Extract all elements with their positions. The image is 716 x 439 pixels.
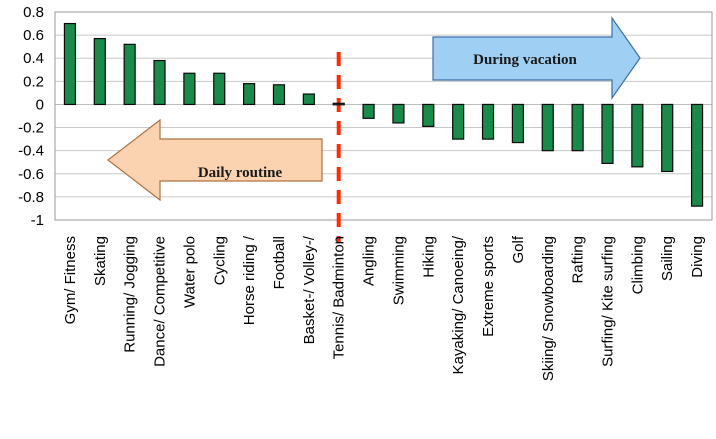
x-category-label: Water polo <box>181 236 198 308</box>
x-category-label: Surfing/ Kite surfing <box>599 236 616 367</box>
y-tick-label: 0.6 <box>23 27 44 44</box>
bar-diving <box>690 103 704 207</box>
x-category-label: Climbing <box>629 236 646 294</box>
bar-kayaking-canoeing <box>452 103 465 140</box>
x-category-label: Diving <box>689 236 706 278</box>
bar-dance-competitive <box>153 59 166 106</box>
x-category-label: Football <box>271 236 288 289</box>
bar-tennis-badminton <box>332 102 345 106</box>
x-category-label: Running/ Jogging <box>122 236 139 353</box>
x-category-label: Basket-/ Volley-/ <box>301 235 318 344</box>
x-category-label: Skating <box>92 236 109 286</box>
daily-routine-arrow: Daily routine <box>107 118 323 202</box>
bar-angling <box>362 103 375 119</box>
bar-climbing <box>631 103 644 168</box>
y-tick-label: 0.8 <box>23 4 44 21</box>
bar-skiing-snowboarding <box>541 103 554 152</box>
x-axis-labels: Gym/ Fitness Skating Running/ Jogging Dance… <box>62 235 706 381</box>
y-tick-label: 0.4 <box>23 50 44 67</box>
x-category-label: Golf <box>510 235 527 263</box>
y-tick-label: -0.2 <box>18 120 44 137</box>
x-category-label: Gym/ Fitness <box>62 236 79 324</box>
bar-basket-volley <box>302 93 315 106</box>
x-category-label: Dance/ Competitive <box>152 236 169 367</box>
bar-horse-riding <box>243 83 256 106</box>
y-tick-label: -0.4 <box>18 143 44 160</box>
bar-skating <box>93 37 106 106</box>
bar-surfing-kite-surfing <box>601 103 614 164</box>
x-category-label: Tennis/ Badminton <box>331 236 348 359</box>
bar-rafting <box>571 103 584 152</box>
y-tick-label: 0.2 <box>23 73 44 90</box>
x-category-label: Cycling <box>211 236 228 285</box>
daily-routine-label: Daily routine <box>198 165 283 181</box>
bar-gym-fitness <box>63 22 77 106</box>
y-tick-label: 0 <box>36 96 44 113</box>
bar-water-polo <box>183 72 196 106</box>
y-tick-label: -0.6 <box>18 166 44 183</box>
during-vacation-arrow: During vacation <box>432 16 641 100</box>
x-category-label: Sailing <box>659 236 676 281</box>
right-arrow-shape <box>432 16 641 100</box>
x-category-label: Horse riding / <box>241 235 258 325</box>
bar-running-jogging <box>123 43 136 106</box>
y-tick-label: -1 <box>31 212 44 229</box>
x-category-label: Extreme sports <box>480 236 497 337</box>
x-category-label: Rafting <box>570 236 587 284</box>
x-category-label: Kayaking/ Canoeing/ <box>450 235 467 374</box>
during-vacation-label: During vacation <box>473 52 577 68</box>
bar-sailing <box>661 103 674 173</box>
bar-hiking <box>422 103 435 127</box>
plot-border <box>54 11 713 221</box>
bar-football <box>272 84 286 106</box>
x-category-label: Angling <box>361 236 378 286</box>
bar-cycling <box>213 72 226 106</box>
y-axis-ticks: 0.8 0.6 0.4 0.2 0 -0.2 -0.4 -0.6 -0.8 -1 <box>18 4 44 229</box>
x-category-label: Hiking <box>420 236 437 278</box>
bar-golf <box>511 103 524 144</box>
x-category-label: Skiing/ Snowboarding <box>540 236 557 381</box>
left-arrow-shape <box>107 118 323 202</box>
bar-swimming <box>392 103 405 124</box>
x-category-label: Swimming <box>390 236 407 305</box>
bar-extreme-sports <box>481 103 495 140</box>
y-tick-label: -0.8 <box>18 189 44 206</box>
bars-layer <box>63 22 704 207</box>
